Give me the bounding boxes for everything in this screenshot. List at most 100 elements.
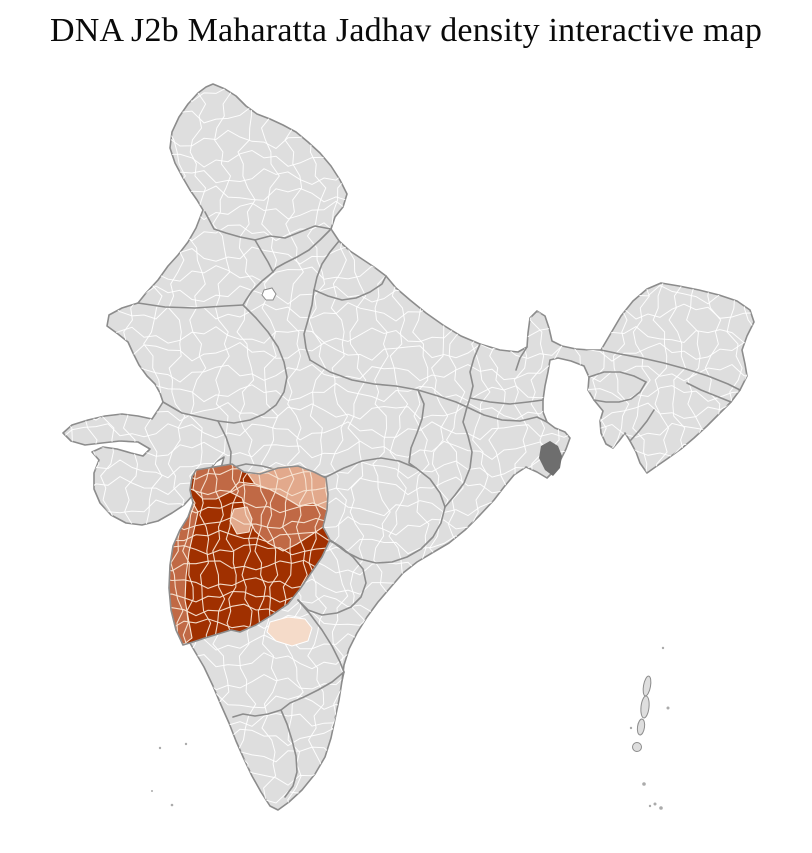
state-border-segment xyxy=(280,709,298,798)
state-border-segment xyxy=(232,709,282,718)
india-landmass[interactable] xyxy=(62,83,755,811)
district-border-line xyxy=(63,382,754,403)
district-border-line xyxy=(63,129,754,150)
island-dot xyxy=(184,742,188,746)
state-border-segment xyxy=(469,397,544,405)
state-border-segment xyxy=(593,381,647,403)
district-border-line xyxy=(63,341,754,362)
state-border-segment xyxy=(242,271,274,306)
district-border-line xyxy=(63,362,754,383)
cluster-district-line xyxy=(169,559,330,572)
cluster-district-line xyxy=(169,529,330,543)
state-border-segment xyxy=(325,457,446,508)
district-border-line xyxy=(63,105,754,126)
andaman-island-south xyxy=(636,718,646,736)
state-border-segment xyxy=(408,389,425,469)
island-dot xyxy=(659,806,663,810)
cluster-district-line xyxy=(169,542,330,556)
district-border-line xyxy=(63,84,78,810)
cluster-district-line xyxy=(241,464,254,645)
island-dot xyxy=(653,802,657,806)
density-zone-low-outlier[interactable] xyxy=(266,616,313,647)
district-border-line xyxy=(63,633,754,653)
state-border-segment xyxy=(327,506,446,564)
state-border-segment xyxy=(280,671,345,711)
district-border-line xyxy=(588,84,609,810)
andaman-island-middle xyxy=(640,695,650,719)
district-border-line xyxy=(724,84,745,810)
district-border-line xyxy=(63,325,754,346)
cluster-district-line xyxy=(266,464,279,645)
district-border-line xyxy=(741,84,754,810)
andaman-island-north xyxy=(642,675,652,697)
district-border-line xyxy=(63,593,754,613)
state-border-segment xyxy=(313,275,387,301)
district-border-line xyxy=(63,147,754,168)
state-border-segment xyxy=(162,401,219,422)
district-border-line xyxy=(63,244,754,265)
state-border-segment xyxy=(204,211,332,241)
state-border-segment xyxy=(254,239,274,273)
state-border-segment xyxy=(466,406,548,423)
state-border-segment xyxy=(297,599,345,673)
state-border-segment xyxy=(588,371,647,383)
island-dot xyxy=(642,782,646,786)
cluster-district-line xyxy=(169,516,330,531)
state-border-segment xyxy=(686,382,732,403)
district-border-line xyxy=(260,84,280,810)
district-border-line xyxy=(63,651,754,671)
district-border-line xyxy=(63,402,754,422)
sundarbans-delta xyxy=(539,441,562,476)
state-border-segment xyxy=(309,359,468,408)
maharashtra-density-cluster[interactable] xyxy=(157,455,340,648)
state-border-segment xyxy=(137,302,244,309)
island-dot xyxy=(151,790,153,792)
state-border-segment xyxy=(217,304,288,424)
cluster-state-border xyxy=(168,463,331,646)
state-border-segment xyxy=(466,343,481,408)
district-border-line xyxy=(703,84,723,810)
district-border-line xyxy=(63,609,754,630)
state-border-segment xyxy=(297,537,367,616)
state-border-segment xyxy=(341,671,345,682)
district-border-line xyxy=(610,84,630,810)
district-border-line xyxy=(212,84,232,810)
district-border-line xyxy=(63,167,754,187)
state-border-segment xyxy=(313,240,340,291)
district-border-line xyxy=(684,84,705,810)
district-border-line xyxy=(63,742,754,763)
island-dot xyxy=(661,646,665,650)
little-andaman-island xyxy=(632,742,642,752)
district-border-line xyxy=(63,184,754,205)
island-dot xyxy=(158,746,162,750)
district-border-line xyxy=(63,807,754,810)
district-border-line xyxy=(570,84,591,810)
district-border-line xyxy=(63,673,754,693)
andaman-nicobar-lakshadweep-islands xyxy=(151,646,670,810)
district-border-line xyxy=(63,440,754,461)
state-border-segment xyxy=(600,349,741,391)
district-border-line xyxy=(63,765,754,786)
district-border-line xyxy=(63,200,754,221)
page-title: DNA J2b Maharatta Jadhav density interac… xyxy=(49,12,763,49)
cluster-district-line xyxy=(211,464,226,645)
district-border-line xyxy=(63,577,754,598)
island-dot xyxy=(170,803,174,807)
state-border-segment xyxy=(629,409,655,442)
state-border-segment xyxy=(444,406,473,508)
cluster-district-line xyxy=(199,464,212,645)
district-border-line xyxy=(63,692,754,712)
island-dot xyxy=(629,726,633,730)
state-border-segment xyxy=(515,346,528,371)
state-border-segment xyxy=(272,228,332,273)
district-border-line xyxy=(63,421,754,441)
state-border-segment xyxy=(303,289,315,361)
island-dot xyxy=(666,706,670,710)
district-border-line xyxy=(306,84,327,810)
district-border-line xyxy=(63,784,754,805)
district-border-line xyxy=(63,221,754,242)
district-border-line xyxy=(63,709,754,730)
district-border-line xyxy=(328,84,349,810)
